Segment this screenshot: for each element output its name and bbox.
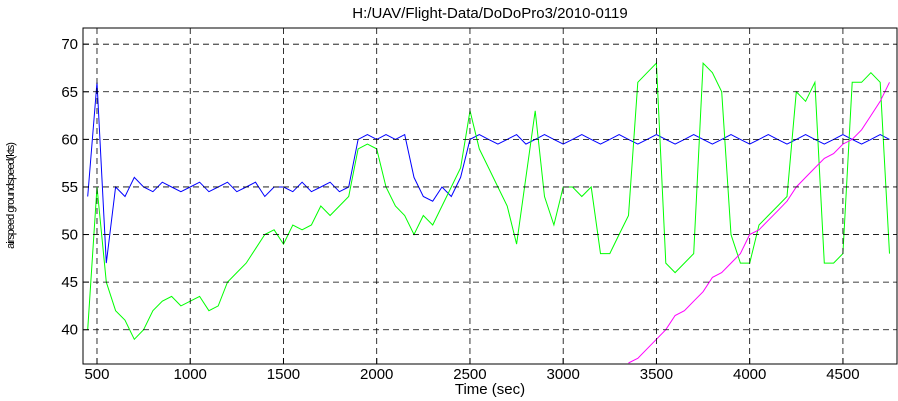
x-tick-label: 1000 bbox=[174, 366, 207, 383]
x-tick-label: 1500 bbox=[267, 366, 300, 383]
y-tick-label: 55 bbox=[61, 179, 78, 196]
y-tick-label: 65 bbox=[61, 84, 78, 101]
y-tick-label: 50 bbox=[61, 227, 78, 244]
x-tick-label: 500 bbox=[84, 366, 109, 383]
x-tick-label: 4500 bbox=[826, 366, 859, 383]
plot-frame bbox=[82, 27, 898, 365]
y-tick-label: 70 bbox=[61, 36, 78, 53]
data-line bbox=[628, 82, 890, 364]
data-line bbox=[87, 82, 890, 264]
y-axis-label: airspeed groundspeed(kts) bbox=[5, 143, 17, 249]
x-axis-label: Time (sec) bbox=[455, 381, 525, 398]
data-line bbox=[87, 62, 890, 341]
y-tick-label: 45 bbox=[61, 274, 78, 291]
plot-area bbox=[87, 62, 890, 364]
x-tick-label: 4000 bbox=[733, 366, 766, 383]
y-tick-label: 40 bbox=[61, 322, 78, 339]
x-tick-label: 2000 bbox=[360, 366, 393, 383]
chart-title: H:/UAV/Flight-Data/DoDoPro3/2010-0119 bbox=[352, 5, 627, 22]
y-tick-label: 60 bbox=[61, 131, 78, 148]
x-tick-label: 2500 bbox=[453, 366, 486, 383]
x-tick-label: 3500 bbox=[640, 366, 673, 383]
x-tick-label: 3000 bbox=[547, 366, 580, 383]
